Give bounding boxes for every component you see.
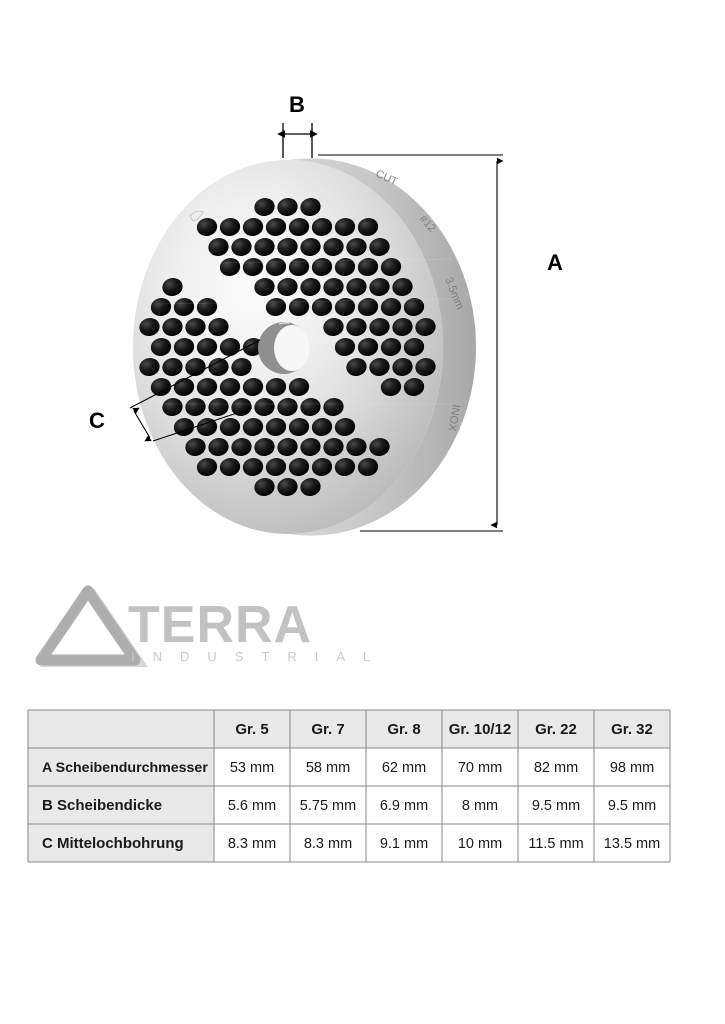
svg-text:B: B xyxy=(289,92,305,117)
svg-text:82 mm: 82 mm xyxy=(534,760,578,776)
svg-text:8 mm: 8 mm xyxy=(462,798,498,814)
svg-text:Gr. 8: Gr. 8 xyxy=(387,721,420,738)
svg-text:11.5 mm: 11.5 mm xyxy=(528,836,583,852)
svg-text:8.3 mm: 8.3 mm xyxy=(304,836,352,852)
svg-text:5.6 mm: 5.6 mm xyxy=(228,798,276,814)
svg-text:13.5 mm: 13.5 mm xyxy=(604,836,660,852)
svg-text:62 mm: 62 mm xyxy=(382,760,426,776)
svg-text:INDUSTRIAL: INDUSTRIAL xyxy=(131,649,388,664)
svg-text:6.9 mm: 6.9 mm xyxy=(380,798,428,814)
svg-text:58 mm: 58 mm xyxy=(306,760,350,776)
svg-text:9.5 mm: 9.5 mm xyxy=(608,798,656,814)
svg-text:53 mm: 53 mm xyxy=(230,760,274,776)
svg-text:C Mittelochbohrung: C Mittelochbohrung xyxy=(42,835,184,852)
svg-text:Gr. 7: Gr. 7 xyxy=(311,721,344,738)
svg-text:5.75 mm: 5.75 mm xyxy=(300,798,356,814)
svg-text:C: C xyxy=(89,408,105,433)
svg-text:Gr. 5: Gr. 5 xyxy=(235,721,268,738)
svg-text:Gr. 32: Gr. 32 xyxy=(611,721,653,738)
svg-text:10 mm: 10 mm xyxy=(458,836,502,852)
svg-text:70 mm: 70 mm xyxy=(458,760,502,776)
svg-text:A Scheibendurchmesser: A Scheibendurchmesser xyxy=(42,760,208,776)
svg-text:Gr. 10/12: Gr. 10/12 xyxy=(449,721,512,738)
svg-text:9.1 mm: 9.1 mm xyxy=(380,836,428,852)
svg-text:98 mm: 98 mm xyxy=(610,760,654,776)
svg-text:A: A xyxy=(547,250,563,275)
svg-text:9.5 mm: 9.5 mm xyxy=(532,798,580,814)
svg-text:8.3 mm: 8.3 mm xyxy=(228,836,276,852)
svg-text:Gr. 22: Gr. 22 xyxy=(535,721,577,738)
svg-text:B Scheibendicke: B Scheibendicke xyxy=(42,797,162,814)
svg-text:TERRA: TERRA xyxy=(128,596,312,654)
